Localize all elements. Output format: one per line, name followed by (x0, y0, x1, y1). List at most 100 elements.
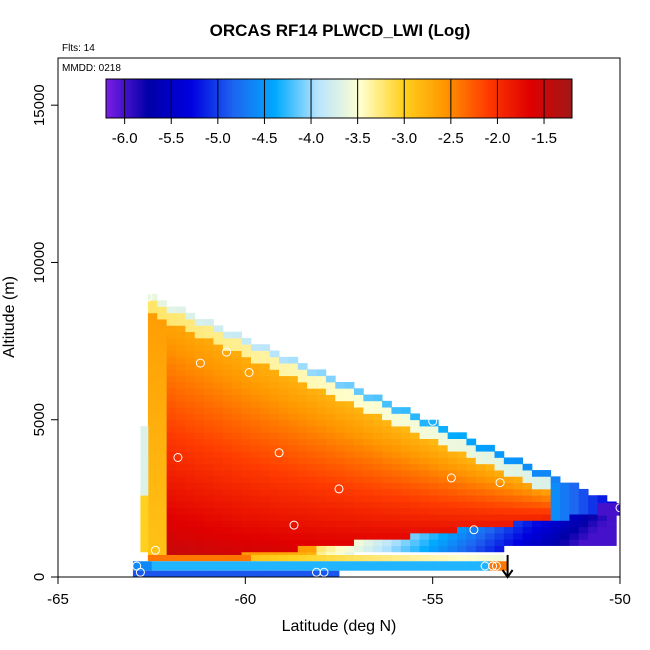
heatmap-cell (363, 482, 374, 490)
heatmap-cell (307, 539, 317, 546)
heatmap-cell (344, 432, 355, 439)
heatmap-cell (250, 407, 261, 414)
heatmap-cell (166, 476, 177, 484)
heatmap-cell (157, 363, 168, 370)
heatmap-cell (329, 570, 340, 577)
heatmap-cell (307, 482, 317, 490)
colorbar-segment (420, 79, 424, 118)
heatmap-cell (170, 561, 181, 571)
heatmap-cell (457, 495, 467, 502)
colorbar-segment (355, 79, 359, 118)
heatmap-cell (250, 482, 261, 490)
heatmap-cell (513, 470, 523, 477)
heatmap-cell (222, 495, 233, 502)
heatmap-cell (166, 375, 177, 383)
heatmap-cell (335, 507, 346, 515)
colorbar-segment (257, 79, 261, 118)
heatmap-cell (204, 319, 214, 326)
heatmap-cell (241, 463, 252, 471)
colorbar-segment (315, 79, 319, 118)
colorbar-tick-label: -3.0 (391, 130, 417, 147)
y-axis-label: Altitude (m) (1, 276, 18, 358)
heatmap-cell (428, 488, 439, 496)
heatmap-cell (513, 501, 523, 509)
heatmap-cell (372, 514, 383, 521)
heatmap-cell (438, 476, 449, 484)
heatmap-cell (279, 438, 289, 446)
heatmap-cell (279, 400, 289, 408)
heatmap-cell (194, 514, 205, 521)
colorbar-segment (343, 79, 347, 118)
heatmap-cell (419, 495, 430, 502)
colorbar-segment (213, 79, 217, 118)
heatmap-cell (372, 539, 383, 546)
heatmap-cell (166, 526, 177, 534)
heatmap-cell (140, 545, 149, 553)
heatmap-cell (475, 554, 486, 562)
heatmap-cell (363, 545, 374, 553)
heatmap-cell (457, 526, 467, 534)
heatmap-cell (176, 325, 186, 333)
heatmap-cell (410, 438, 420, 446)
heatmap-cell (372, 495, 383, 502)
colorbar-segment (366, 79, 370, 118)
heatmap-cell (250, 488, 261, 496)
colorbar-segment (562, 79, 566, 118)
heatmap-cell (194, 520, 205, 528)
heatmap-cell (297, 532, 308, 540)
heatmap-cell (232, 331, 242, 339)
heatmap-cell (494, 520, 505, 528)
heatmap-cell (157, 488, 168, 496)
heatmap-cell (316, 407, 327, 414)
colorbar-segment (187, 79, 191, 118)
heatmap-cell (204, 539, 214, 546)
heatmap-cell (438, 539, 449, 546)
heatmap-cell (213, 350, 224, 358)
heatmap-cell (232, 413, 242, 421)
heatmap-cell (316, 369, 327, 377)
heatmap-cell (569, 507, 580, 515)
heatmap-cell (391, 482, 402, 490)
heatmap-cell (485, 476, 495, 484)
heatmap-cell (288, 356, 299, 364)
heatmap-cell (176, 381, 186, 389)
heatmap-cell (485, 451, 495, 458)
heatmap-cell (140, 482, 149, 490)
colorbar-segment (264, 79, 268, 118)
heatmap-cell (494, 482, 505, 490)
heatmap-cell (363, 400, 374, 408)
heatmap-cell (316, 413, 327, 421)
heatmap-cell (166, 444, 177, 452)
colorbar-segment (325, 79, 328, 118)
heatmap-cell (204, 325, 214, 333)
heatmap-cell (232, 463, 242, 471)
heatmap-cell (316, 545, 327, 553)
heatmap-cell (151, 561, 162, 571)
heatmap-cell (250, 369, 261, 377)
heatmap-cell (578, 539, 589, 546)
heatmap-cell (541, 507, 552, 515)
heatmap-cell (241, 457, 252, 465)
heatmap-cell (185, 495, 196, 502)
heatmap-cell (241, 438, 252, 446)
heatmap-cell (222, 426, 233, 433)
heatmap-cell (307, 507, 317, 515)
heatmap-cell (419, 419, 430, 427)
heatmap-cell (531, 488, 542, 496)
heatmap-cell (400, 514, 411, 521)
heatmap-cell (288, 457, 299, 465)
heatmap-cell (353, 554, 364, 562)
heatmap-cell (176, 344, 186, 351)
heatmap-cell (279, 482, 289, 490)
heatmap-cell (513, 457, 523, 465)
heatmap-cell (447, 514, 458, 521)
heatmap-cell (316, 432, 327, 439)
heatmap-cell (157, 501, 168, 509)
heatmap-cell (213, 325, 224, 333)
heatmap-cell (194, 501, 205, 509)
heatmap-cell (198, 561, 209, 571)
heatmap-cell (260, 476, 271, 484)
colorbar-segment (262, 79, 265, 118)
colorbar-segment (390, 79, 394, 118)
heatmap-cell (578, 488, 589, 496)
